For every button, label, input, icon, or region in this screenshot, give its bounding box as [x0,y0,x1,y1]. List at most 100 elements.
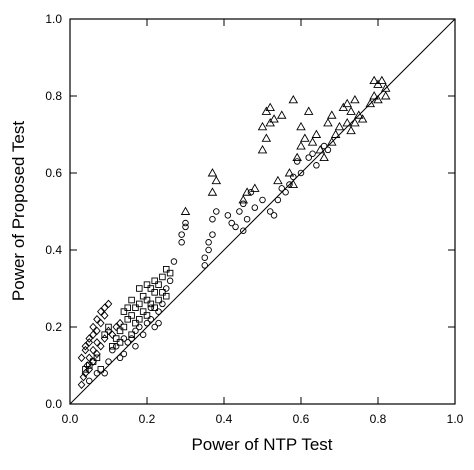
point-circle [124,339,131,346]
point-diamond [96,318,105,328]
point-triangle [323,118,333,127]
point-triangle [330,129,341,138]
point-triangle [327,137,337,146]
point-square [143,281,151,288]
point-triangle [327,110,337,119]
point-square [139,308,147,315]
y-axis: 0.0 0.2 0.4 0.6 0.8 1.0 [45,12,455,411]
point-triangle [307,137,318,146]
x-tick-label: 0.0 [62,412,79,426]
point-diamond [85,338,94,347]
point-diamond [93,349,101,359]
reference-line-diagonal [69,18,456,405]
point-square [147,300,155,308]
x-tick-label: 0.8 [370,412,387,426]
point-square [155,281,162,288]
point-square [116,339,124,346]
point-diamond [112,322,121,332]
point-triangle [238,195,249,204]
point-diamond [100,334,109,343]
point-diamond [96,307,105,316]
point-triangle [261,133,272,142]
point-circle [85,377,93,385]
point-circle [320,142,328,150]
point-square [128,296,135,304]
point-square [120,323,128,331]
point-triangle [207,168,218,177]
point-circle [132,343,139,350]
point-circle [170,258,178,265]
point-circle [136,323,143,331]
point-circle [293,158,301,165]
point-square [162,266,170,273]
point-triangle [380,91,391,100]
point-diamond [93,315,101,324]
point-triangle [296,141,306,150]
point-square [109,343,116,350]
point-circle [270,212,278,219]
point-triangle [342,98,352,108]
point-square [162,292,170,300]
point-diamond [85,353,94,363]
point-circle [209,215,216,223]
plot-frame [69,18,456,405]
y-tick-label: 0.6 [45,166,62,180]
point-square [101,331,108,338]
x-tick-label: 0.2 [139,412,156,426]
point-triangle [365,98,376,108]
point-triangle [300,133,310,142]
point-circle [232,223,239,231]
point-triangle [311,129,322,138]
point-triangle [350,94,360,104]
point-triangle [369,91,379,100]
point-circle [178,231,185,238]
point-square [139,292,147,300]
point-diamond [116,318,124,328]
point-square [151,277,158,285]
point-triangle [288,179,299,189]
point-triangle [369,75,379,85]
point-circle [297,169,305,177]
point-triangle [303,106,314,115]
point-triangle [273,175,283,185]
point-triangle [373,94,383,104]
point-circle [105,358,112,365]
point-circle [120,335,128,342]
point-triangle [296,121,306,131]
point-triangle [257,121,268,131]
point-diamond [81,341,90,351]
point-square [143,312,151,319]
point-triangle [377,75,387,85]
point-circle [182,223,189,231]
point-circle [239,200,247,208]
point-diamond [77,380,86,390]
point-circle [313,162,320,169]
point-circle [120,350,128,358]
point-diamond [100,311,109,320]
point-circle [147,316,155,323]
y-axis-title: Power of Proposed Test [9,121,28,301]
point-square [128,312,135,319]
point-square [159,289,166,296]
point-square [105,323,112,331]
point-circle [259,196,266,204]
y-tick-label: 1.0 [45,12,62,26]
x-tick-label: 1.0 [447,412,464,426]
point-square [166,269,174,277]
point-square [93,354,101,362]
x-axis-title: Power of NTP Test [191,435,332,454]
point-circle [162,285,170,292]
point-circle [213,208,220,215]
point-circle [324,146,332,154]
point-circle [155,308,162,315]
point-diamond [93,338,101,347]
point-circle [151,323,158,331]
point-circle [155,319,162,327]
point-triangle [257,144,268,154]
point-circle [128,335,135,342]
point-triangle [250,183,260,192]
point-circle [228,219,235,227]
point-square [116,327,124,335]
